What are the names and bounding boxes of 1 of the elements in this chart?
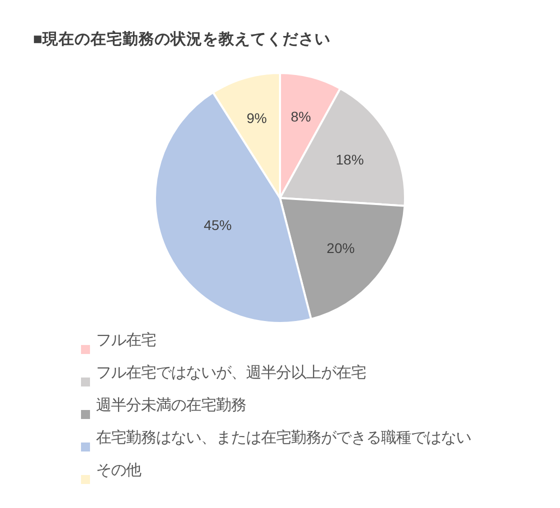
title: ■現在の在宅勤務の状況を教えてください — [33, 31, 330, 48]
